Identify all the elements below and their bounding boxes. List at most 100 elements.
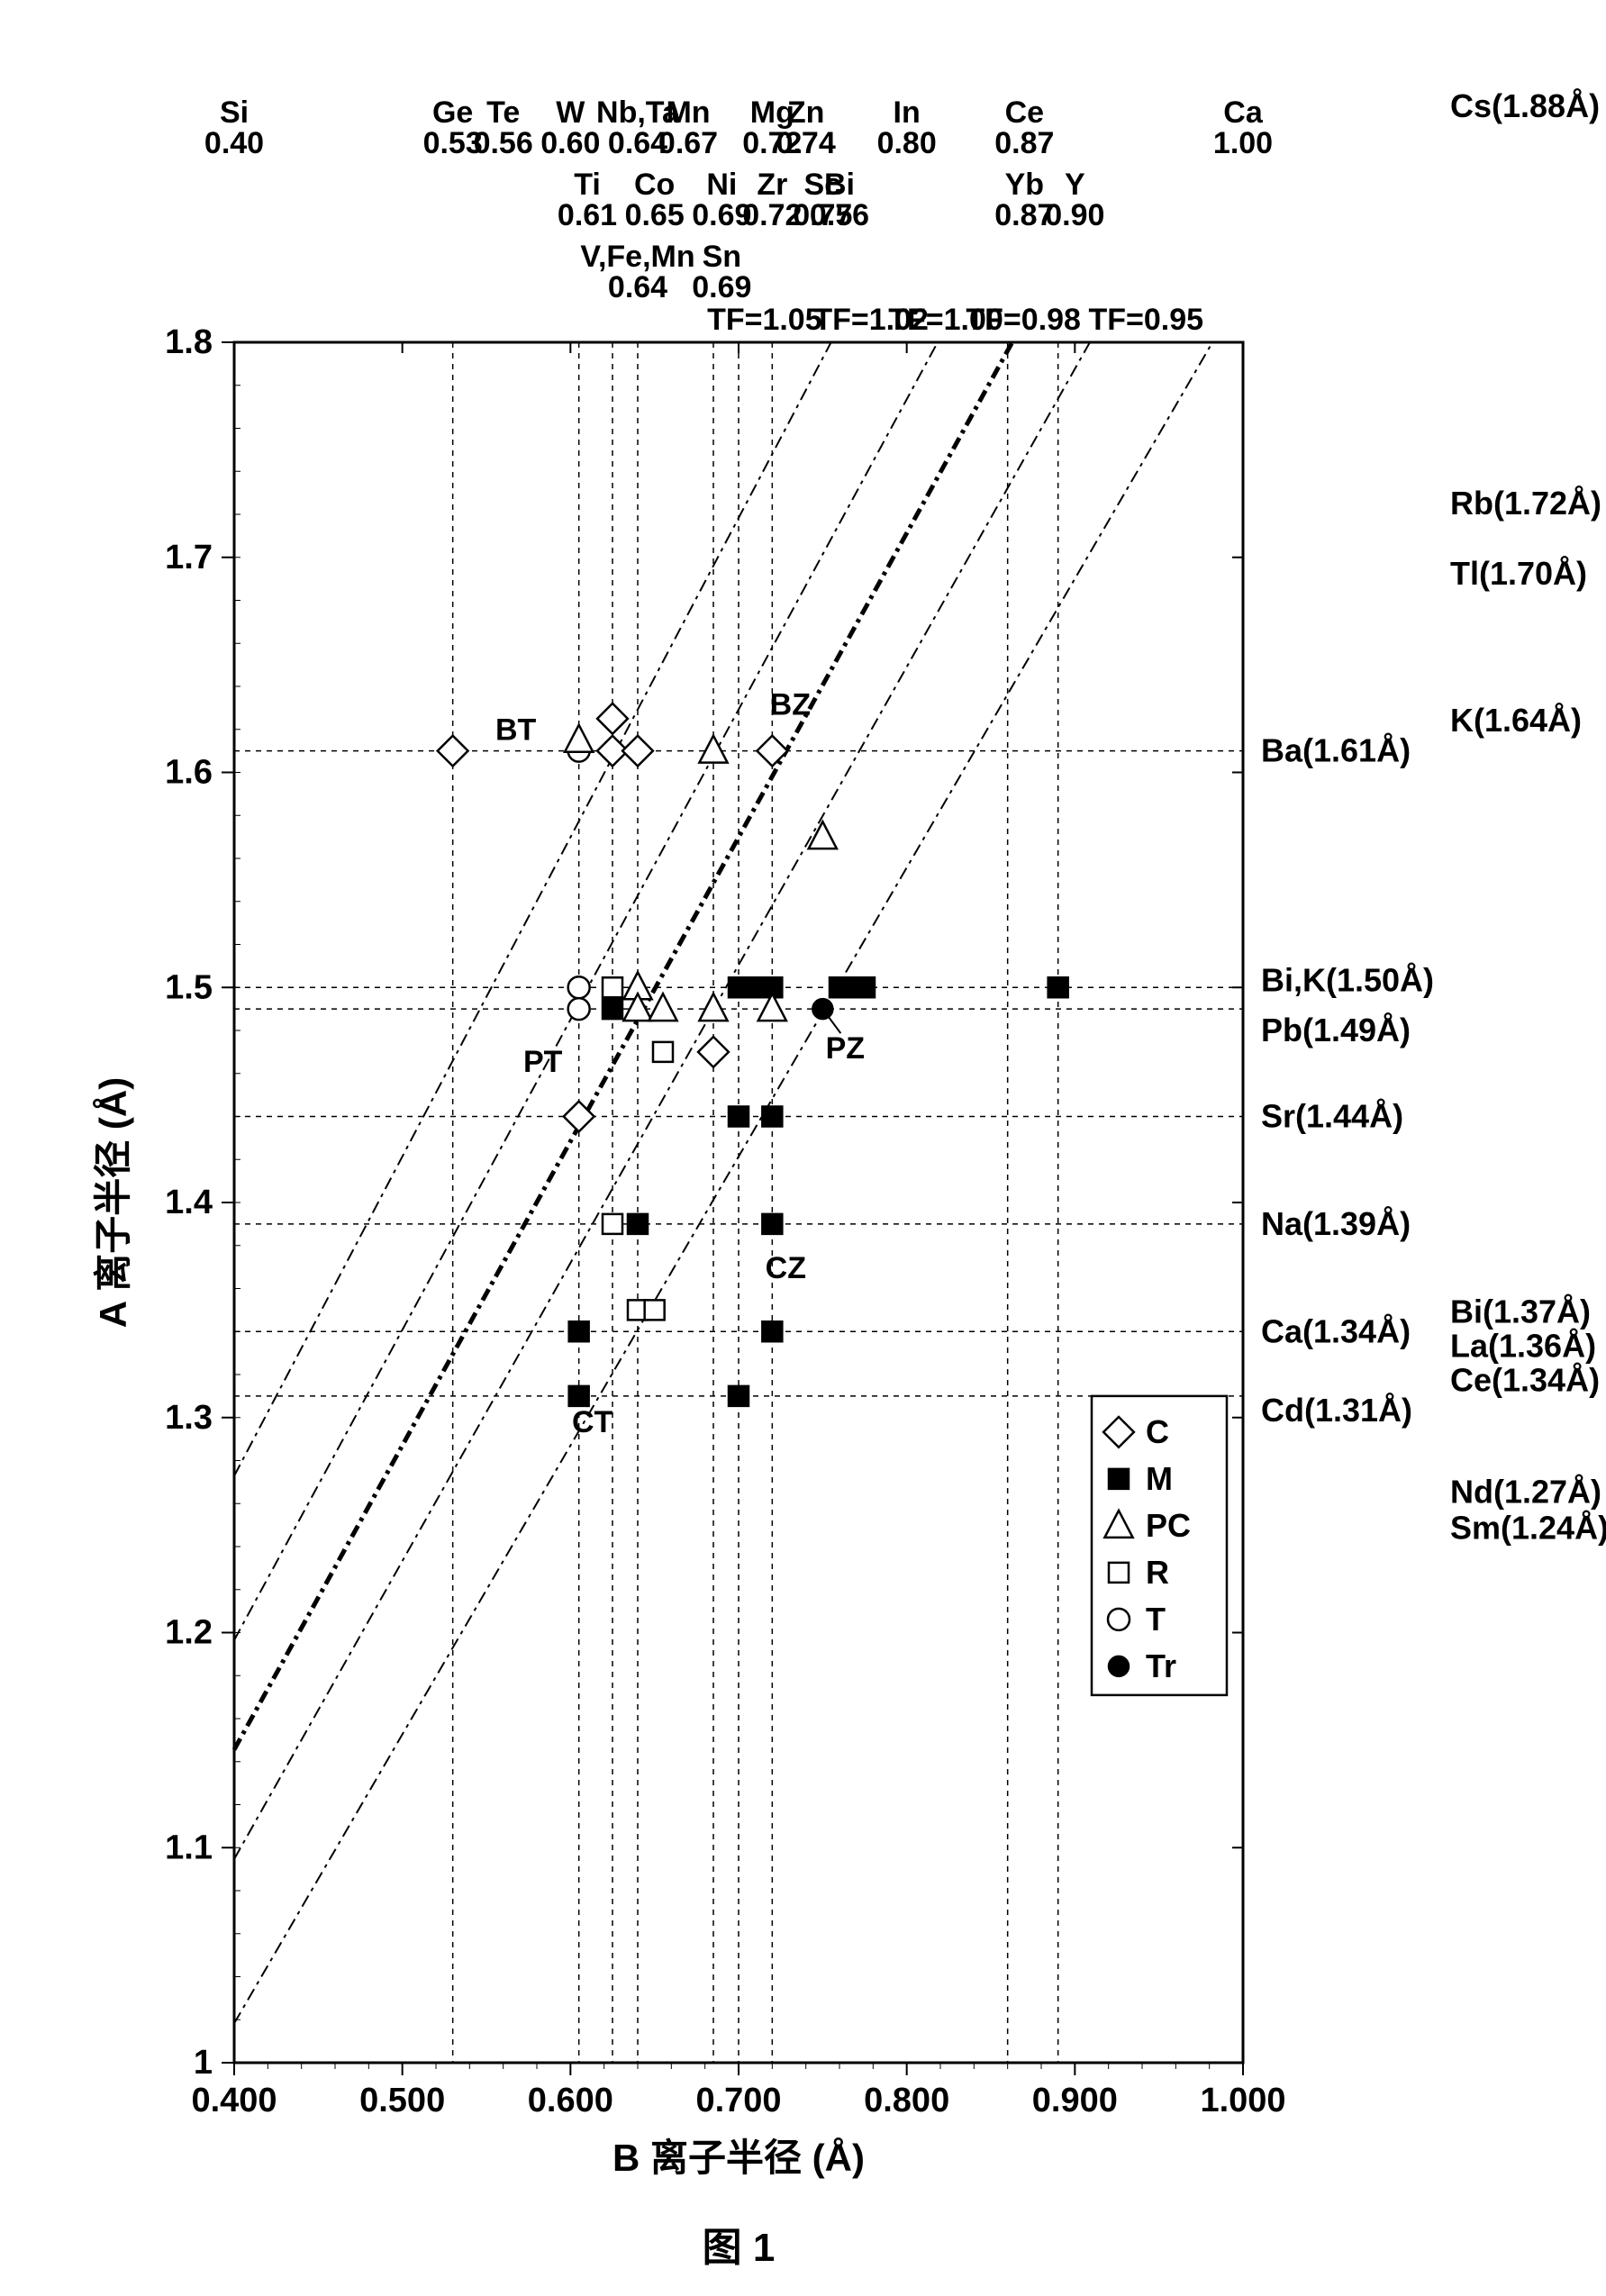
top-element-symbol: Y — [1065, 168, 1085, 202]
x-tick-label: 0.800 — [864, 2082, 949, 2119]
right-element-label: Cd(1.31Å) — [1261, 1392, 1412, 1429]
data-point — [809, 821, 837, 849]
data-point — [1108, 1609, 1130, 1630]
tf-line — [234, 342, 831, 1476]
y-tick-label: 1.3 — [165, 1399, 213, 1437]
top-element-symbol: Mn — [666, 95, 710, 130]
right-element-label: Bi,K(1.50Å) — [1261, 961, 1434, 998]
top-element-value: 0.40 — [204, 126, 264, 160]
y-axis-title: A 离子半径 (Å) — [92, 1077, 134, 1328]
data-point — [1109, 1563, 1129, 1583]
top-element-symbol: Bi — [824, 168, 855, 202]
top-element-symbol: Ca — [1223, 95, 1264, 130]
top-element-value: 0.60 — [540, 126, 600, 160]
y-tick-label: 1.2 — [165, 1614, 213, 1652]
right-element-label: Rb(1.72Å) — [1450, 485, 1601, 522]
top-element-value: 0.80 — [877, 126, 937, 160]
y-tick-label: 1.7 — [165, 539, 213, 576]
data-point — [729, 1386, 749, 1406]
data-point — [649, 994, 676, 1021]
data-point — [729, 1107, 749, 1127]
top-element-symbol: Te — [486, 95, 520, 130]
top-element-symbol: Ce — [1005, 95, 1044, 130]
tf-label: TF=1.02 — [813, 303, 929, 337]
point-label: CZ — [766, 1251, 806, 1285]
right-element-label: Cs(1.88Å) — [1450, 87, 1600, 124]
y-tick-label: 1.1 — [165, 1829, 213, 1866]
data-point — [855, 977, 875, 997]
top-element-value: 0.87 — [994, 126, 1054, 160]
top-element-symbol: Ni — [706, 168, 737, 202]
data-point — [597, 703, 628, 734]
scatter-chart: 0.4000.5000.6000.7000.8000.9001.00011.11… — [0, 0, 1606, 2296]
y-tick-label: 1.5 — [165, 968, 213, 1006]
data-point — [762, 1214, 782, 1234]
data-point — [438, 736, 468, 767]
right-element-label: Bi(1.37Å) — [1450, 1293, 1591, 1330]
legend-item-label: PC — [1146, 1507, 1191, 1544]
top-element-value: 0.76 — [810, 198, 869, 232]
data-point — [622, 736, 653, 767]
legend-item-label: T — [1146, 1601, 1166, 1638]
legend-item-label: C — [1146, 1413, 1169, 1450]
x-tick-label: 0.600 — [528, 2082, 613, 2119]
data-point — [603, 977, 622, 997]
x-axis-title: B 离子半径 (Å) — [612, 2137, 865, 2179]
data-point — [653, 1042, 673, 1062]
data-point — [1109, 1469, 1129, 1489]
top-element-value: 0.56 — [474, 126, 533, 160]
x-tick-label: 1.000 — [1200, 2082, 1285, 2119]
top-element-symbol: Ge — [432, 95, 473, 130]
top-element-value: 0.69 — [692, 270, 751, 304]
y-tick-label: 1 — [194, 2044, 213, 2082]
top-element-value: 1.00 — [1213, 126, 1273, 160]
tf-label: TF=1.05 — [707, 303, 822, 337]
top-element-symbol: Yb — [1005, 168, 1044, 202]
right-element-label: La(1.36Å) — [1450, 1327, 1596, 1364]
point-label: CT — [572, 1405, 613, 1439]
top-element-symbol: Si — [220, 95, 249, 130]
data-point — [698, 1037, 729, 1067]
y-tick-label: 1.8 — [165, 323, 213, 361]
tf-line — [234, 342, 1090, 1859]
x-tick-label: 0.400 — [191, 2082, 277, 2119]
x-tick-label: 0.500 — [359, 2082, 445, 2119]
top-element-symbol: W — [556, 95, 585, 130]
data-point — [699, 736, 727, 763]
top-element-value: 0.65 — [625, 198, 685, 232]
top-element-symbol: Zr — [757, 168, 787, 202]
top-element-value: 0.74 — [776, 126, 836, 160]
right-element-label: Sr(1.44Å) — [1261, 1098, 1403, 1135]
right-element-label: Ca(1.34Å) — [1261, 1312, 1411, 1349]
data-point — [603, 1214, 622, 1234]
right-element-label: Na(1.39Å) — [1261, 1205, 1411, 1242]
data-point — [1109, 1656, 1129, 1676]
legend-item-label: Tr — [1146, 1647, 1176, 1684]
top-element-symbol: V,Fe,Mn — [580, 240, 694, 274]
top-element-value: 0.61 — [558, 198, 617, 232]
y-tick-label: 1.4 — [165, 1184, 213, 1221]
top-element-value: 0.64 — [608, 270, 667, 304]
legend-item-label: M — [1146, 1460, 1173, 1497]
point-label: BT — [495, 713, 537, 748]
top-element-symbol: Ti — [574, 168, 601, 202]
legend-item-label: R — [1146, 1554, 1169, 1591]
right-element-label: Tl(1.70Å) — [1450, 555, 1587, 592]
data-point — [628, 1214, 648, 1234]
tf-line — [234, 342, 1212, 2023]
right-element-label: Pb(1.49Å) — [1261, 1012, 1411, 1048]
data-point — [699, 994, 727, 1021]
point-label: PZ — [826, 1031, 865, 1066]
right-element-label: Sm(1.24Å) — [1450, 1509, 1606, 1546]
point-label: PT — [523, 1045, 563, 1079]
top-element-value: 0.67 — [658, 126, 718, 160]
data-point — [568, 976, 590, 998]
right-element-label: K(1.64Å) — [1450, 702, 1582, 739]
y-tick-label: 1.6 — [165, 754, 213, 792]
x-tick-label: 0.900 — [1032, 2082, 1118, 2119]
top-element-symbol: Zn — [787, 95, 825, 130]
data-point — [565, 725, 593, 752]
data-point — [757, 736, 787, 767]
right-element-label: Ce(1.34Å) — [1450, 1361, 1600, 1398]
point-label: BZ — [770, 688, 811, 722]
